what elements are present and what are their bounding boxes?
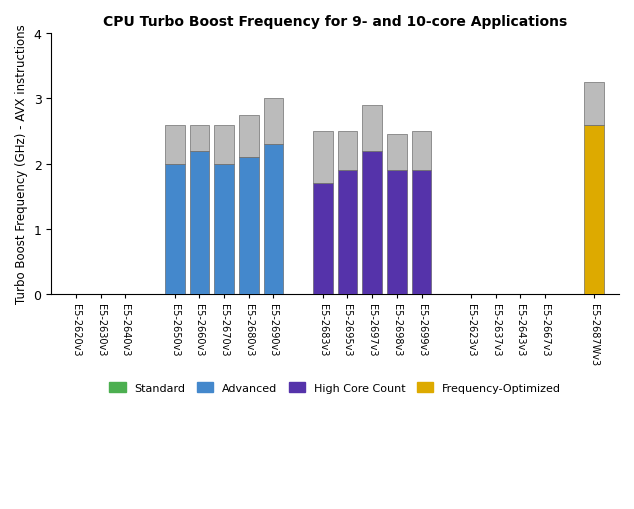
Bar: [387, 171, 407, 294]
Bar: [585, 83, 604, 125]
Bar: [362, 151, 382, 294]
Bar: [165, 125, 184, 164]
Bar: [338, 171, 358, 294]
Y-axis label: Turbo Boost Frequency (GHz) - AVX instructions: Turbo Boost Frequency (GHz) - AVX instru…: [15, 24, 28, 304]
Bar: [214, 164, 234, 294]
Bar: [313, 184, 333, 294]
Bar: [585, 125, 604, 294]
Bar: [387, 135, 407, 171]
Bar: [362, 106, 382, 151]
Bar: [239, 116, 259, 158]
Bar: [190, 151, 209, 294]
Bar: [411, 132, 431, 171]
Bar: [264, 145, 283, 294]
Title: CPU Turbo Boost Frequency for 9- and 10-core Applications: CPU Turbo Boost Frequency for 9- and 10-…: [103, 15, 567, 29]
Bar: [411, 171, 431, 294]
Bar: [239, 158, 259, 294]
Bar: [264, 99, 283, 145]
Legend: Standard, Advanced, High Core Count, Frequency-Optimized: Standard, Advanced, High Core Count, Fre…: [105, 378, 566, 398]
Bar: [313, 132, 333, 184]
Bar: [165, 164, 184, 294]
Bar: [338, 132, 358, 171]
Bar: [214, 125, 234, 164]
Bar: [190, 125, 209, 151]
